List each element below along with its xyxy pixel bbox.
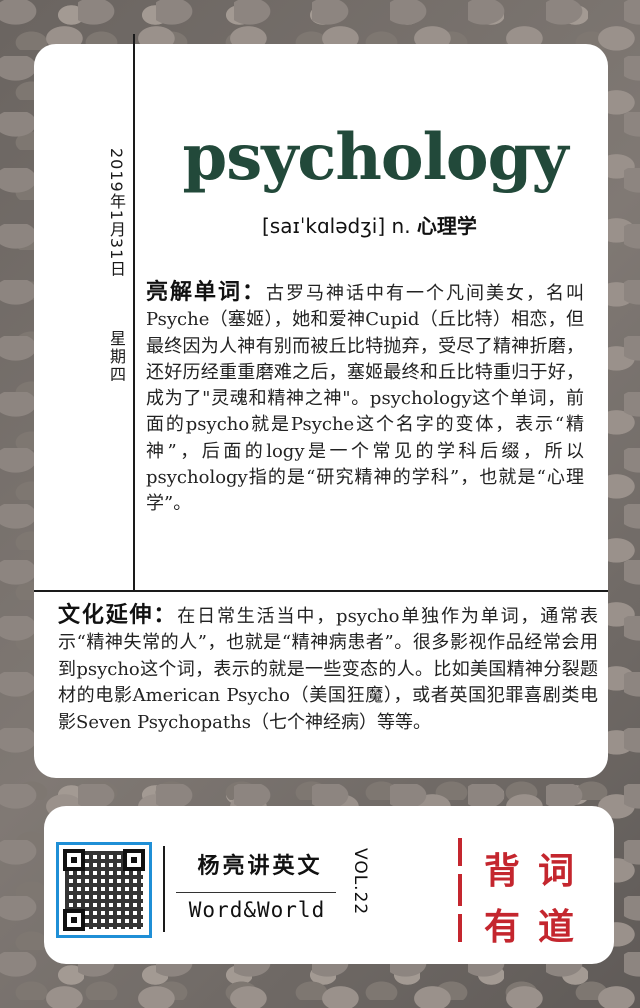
- section1-text: 古罗马神话中有一个凡间美女，名叫Psyche（塞姬），她和爱神Cupid（丘比特…: [146, 283, 584, 515]
- horizontal-divider: [34, 590, 608, 592]
- phonetic-line: [saɪˈkɑlədʒi] n. 心理学: [262, 210, 477, 239]
- footer-divider: [163, 846, 165, 932]
- slogan-char-1: 背: [484, 850, 521, 892]
- section1-label: 亮解单词：: [146, 280, 266, 305]
- word-card: [34, 44, 608, 778]
- headword: psychology: [182, 120, 568, 195]
- slogan-bar: [458, 838, 462, 942]
- vertical-divider: [133, 34, 135, 590]
- meaning: 心理学: [416, 214, 477, 238]
- slogan-bar-gap-2: [456, 906, 464, 914]
- brand-rule: [176, 892, 336, 893]
- slogan-char-4: 道: [538, 906, 575, 948]
- section2-text: 在日常生活当中，psycho单独作为单词，通常表示“精神失常的人”，也就是“精神…: [58, 606, 598, 733]
- section2-label: 文化延伸：: [58, 603, 178, 628]
- slogan-char-3: 有: [484, 906, 521, 948]
- volume-label: VOL.22: [350, 848, 370, 916]
- phonetic: [saɪˈkɑlədʒi] n.: [262, 214, 411, 238]
- culture-extension: 文化延伸：在日常生活当中，psycho单独作为单词，通常表示“精神失常的人”，也…: [58, 603, 598, 736]
- slogan-char-2: 词: [538, 850, 575, 892]
- slogan-bar-gap: [456, 866, 464, 874]
- brand-chinese: 杨亮讲英文: [197, 853, 323, 879]
- qr-code-icon[interactable]: [56, 842, 152, 938]
- date: 2019年1月31日: [107, 148, 126, 278]
- brand-english: Word&World: [188, 898, 326, 922]
- word-explanation: 亮解单词：古罗马神话中有一个凡间美女，名叫Psyche（塞姬），她和爱神Cupi…: [146, 280, 584, 518]
- weekday: 星期四: [107, 330, 126, 384]
